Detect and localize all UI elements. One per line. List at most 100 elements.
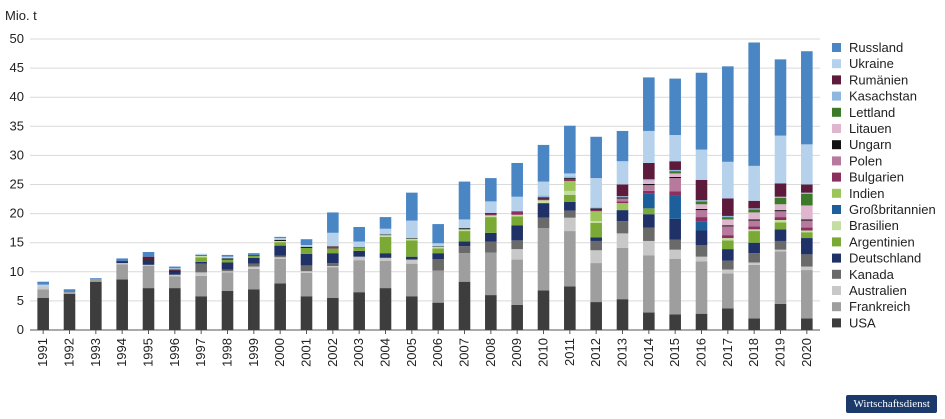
bar-segment-2018-Polen: [748, 220, 760, 227]
bar-segment-2013-Frankreich: [616, 247, 629, 300]
bar-segment-2015-Russland: [669, 78, 681, 136]
bar-segment-2013-Kasachstan: [616, 196, 629, 198]
x-tick-label-2017: 2017: [720, 338, 735, 367]
bar-segment-2019-USA: [774, 303, 787, 330]
bar-segment-2010-Frankreich: [537, 228, 550, 291]
bar-segment-2020-Argentinien: [801, 232, 813, 239]
source-badge: Wirtschaftsdienst: [846, 395, 937, 413]
bar-segment-2013-Ungarn: [616, 197, 629, 199]
bar-segment-2020-Ungarn: [801, 219, 813, 221]
bar-segment-2017-USA: [722, 308, 734, 330]
bar-segment-2007-Frankreich: [458, 253, 471, 282]
bar-segment-2011-Kasachstan: [564, 176, 576, 179]
y-tick-label: 5: [17, 293, 24, 308]
bar-segment-2017-Frankreich: [722, 273, 734, 309]
legend-label: Lettland: [849, 105, 895, 120]
x-tick-label-1999: 1999: [246, 338, 261, 367]
bar-segment-2000-Argentinien: [274, 242, 286, 246]
bar-segment-2017-Ungarn: [722, 225, 734, 227]
bar-segment-2012-Russland: [590, 136, 602, 179]
bar-segment-1991-Australien: [37, 286, 49, 290]
bar-segment-2019-Australien: [774, 249, 787, 252]
bar-segment-2015-Polen: [669, 178, 681, 192]
x-tick-label-2015: 2015: [667, 338, 682, 367]
bar-segment-2016-Litauen: [695, 204, 708, 209]
bar-segment-1991-Ukraine: [37, 284, 49, 287]
legend-item-Australien: Australien: [832, 283, 907, 298]
bar-segment-2008-Ungarn: [485, 213, 497, 214]
bar-segment-1999-Kanada: [248, 263, 260, 267]
bar-segment-2001-USA: [300, 296, 313, 330]
x-tick-label-1992: 1992: [62, 338, 77, 367]
y-tick-label: 45: [10, 60, 24, 75]
bar-segment-1997-Brasilien: [195, 255, 207, 258]
bar-segment-2001-Ukraine: [300, 245, 313, 247]
x-tick-label-2018: 2018: [746, 338, 761, 367]
bar-segment-2014-Australien: [643, 240, 655, 256]
bar-segment-2010-Russland: [537, 144, 550, 182]
bar-segment-2007-Deutschland: [458, 241, 471, 247]
x-tick-label-2010: 2010: [536, 338, 551, 367]
bar-segment-2010-USA: [537, 290, 550, 330]
bar-segment-2002-Australien: [327, 265, 339, 268]
bar-segment-2006-Frankreich: [432, 270, 444, 303]
bar-segment-2011-Bulgarien: [564, 179, 576, 182]
bar-segment-2016-Australien: [695, 256, 708, 262]
bar-segment-2018-Kasachstan: [748, 208, 760, 210]
bar-segment-2002-Ukraine: [327, 232, 339, 247]
bar-segment-2001-Ungarn: [300, 246, 313, 248]
bar-segment-2009-Kanada: [511, 240, 523, 250]
bar-segment-1991-Russland: [37, 281, 49, 285]
bar-segment-2012-Frankreich: [590, 263, 602, 303]
bar-segment-2008-Kanada: [485, 241, 497, 253]
x-tick-label-2020: 2020: [799, 338, 814, 367]
bar-segment-2008-Ukraine: [485, 201, 497, 214]
bar-segment-2013-Bulgarien: [616, 201, 629, 204]
bar-segment-2008-Brasilien: [485, 215, 497, 218]
bar-segment-2020-Deutschland: [801, 238, 813, 255]
bar-segment-2016-Ungarn: [695, 208, 708, 211]
bar-segment-2014-Deutschland: [643, 214, 655, 228]
bar-segment-2004-Deutschland: [379, 253, 392, 258]
bar-segment-2018-Litauen: [748, 212, 760, 220]
bar-segment-2018-Rumänien: [748, 200, 760, 209]
bar-segment-1994-Frankreich: [116, 264, 128, 280]
bar-segment-2019-Argentinien: [774, 222, 787, 230]
bar-segment-2016-USA: [695, 313, 708, 330]
bar-segment-2012-USA: [590, 302, 602, 330]
bar-segment-1996-USA: [169, 288, 181, 330]
bar-segment-2001-Argentinien: [300, 247, 313, 254]
bar-segment-1993-Russland: [90, 278, 102, 280]
bar-segment-2012-Ungarn: [590, 208, 602, 210]
bar-segment-2006-Ukraine: [432, 243, 444, 247]
legend-swatch: [832, 237, 841, 247]
x-tick-label-1994: 1994: [114, 338, 129, 367]
legend-item-Ungarn: Ungarn: [832, 137, 892, 152]
bar-segment-1997-Australien: [195, 272, 207, 276]
bar-segment-2000-Kanada: [274, 255, 286, 258]
bar-segment-2009-Brasilien: [511, 214, 523, 217]
legend-swatch: [832, 286, 841, 295]
bar-segment-2001-Australien: [300, 271, 313, 273]
bar-segment-2014-Großbritannien: [643, 193, 655, 209]
x-tick-label-1998: 1998: [220, 338, 235, 367]
bar-segment-2009-Argentinien: [511, 216, 523, 226]
legend-swatch: [832, 91, 841, 101]
bar-segment-2013-Russland: [616, 130, 629, 162]
bar-segment-1997-Ungarn: [195, 254, 207, 256]
bar-segment-2009-Russland: [511, 162, 523, 197]
legend-label: USA: [849, 315, 876, 330]
bar-segment-2008-Frankreich: [485, 252, 497, 296]
bar-segment-1998-Australien: [221, 271, 234, 273]
bar-segment-1991-USA: [37, 297, 49, 330]
bar-segment-2015-Australien: [669, 249, 681, 259]
x-tick-label-2011: 2011: [562, 338, 577, 366]
bar-segment-2015-Ukraine: [669, 135, 681, 162]
bar-segment-2014-Polen: [643, 185, 655, 191]
bar-segment-1993-Frankreich: [90, 279, 102, 282]
x-tick-label-2003: 2003: [351, 338, 366, 367]
bar-segment-2017-Russland: [722, 66, 734, 162]
legend-swatch: [832, 188, 841, 198]
y-tick-label: 0: [17, 322, 24, 337]
bar-segment-2001-Russland: [300, 239, 313, 246]
